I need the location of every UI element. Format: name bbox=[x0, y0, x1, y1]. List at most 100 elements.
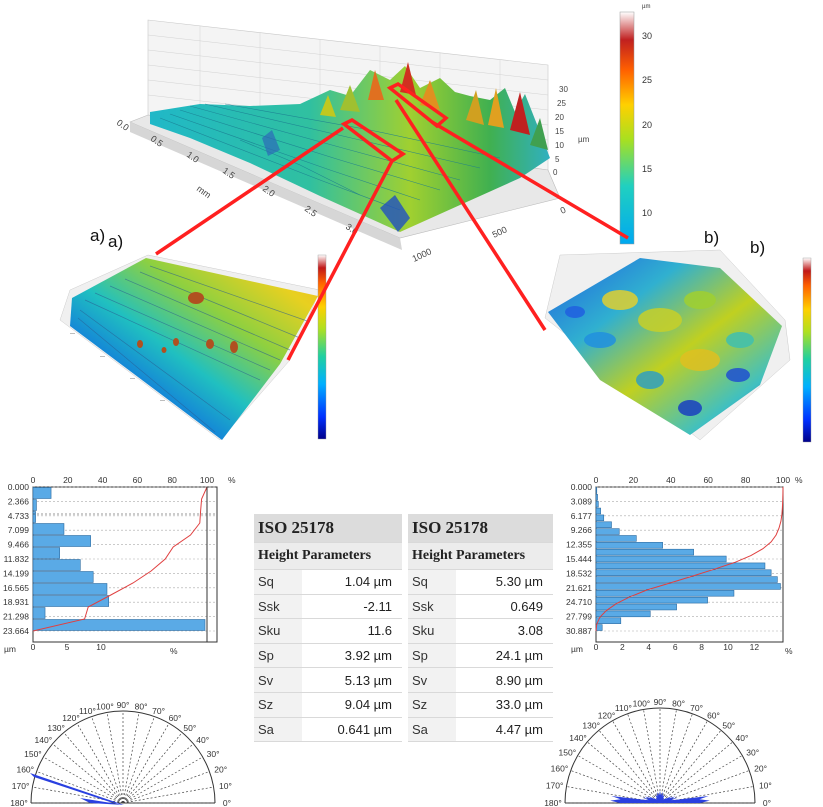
inset-a-axis-ticks: — — — — bbox=[70, 331, 165, 404]
valley-left bbox=[262, 130, 280, 156]
bottom-tick-label: 12 bbox=[750, 642, 760, 652]
left-hist-bottom-unit: % bbox=[170, 646, 178, 656]
histogram-bar bbox=[32, 559, 81, 571]
top-colorbar bbox=[619, 11, 635, 245]
front-edge bbox=[130, 122, 402, 250]
histogram-bar bbox=[595, 535, 637, 542]
rose-angle-label: 130° bbox=[47, 723, 65, 733]
rose-angle-label: 40° bbox=[736, 733, 749, 743]
param-name: Sku bbox=[408, 618, 456, 644]
histogram-bar bbox=[32, 535, 91, 547]
histogram-bar bbox=[595, 610, 651, 618]
y-tick: 500 bbox=[491, 224, 509, 239]
rose-spoke bbox=[76, 723, 124, 804]
rose-outer-arc bbox=[30, 710, 216, 804]
inset-b-colorbar bbox=[802, 257, 812, 443]
rose-angle-label: 10° bbox=[759, 780, 772, 790]
rose-angle-label: 60° bbox=[169, 713, 182, 723]
params-table-b: ISO 25178 Height Parameters Sq 5.30 µm Ss… bbox=[408, 514, 553, 743]
connector-a1 bbox=[155, 126, 344, 256]
y-tick-label: 9.466 bbox=[8, 540, 30, 550]
connector-a2 bbox=[286, 160, 394, 361]
param-value: 4.47 µm bbox=[456, 717, 553, 743]
bottom-tick-label: 10 bbox=[96, 642, 106, 652]
y-tick-label: 14.199 bbox=[3, 568, 29, 578]
rose-angle-label: 70° bbox=[152, 706, 165, 716]
table-row: Sv 8.90 µm bbox=[408, 667, 553, 693]
right-histogram: 0.0003.0896.1779.26612.35515.44418.53221… bbox=[566, 475, 803, 656]
label-b-1: b) bbox=[704, 228, 720, 247]
table-row: Sq 1.04 µm bbox=[254, 569, 402, 595]
param-name: Ssk bbox=[408, 594, 456, 620]
histogram-bar bbox=[32, 583, 108, 595]
left-hist-top-unit: % bbox=[228, 475, 236, 485]
table-a-group: Height Parameters bbox=[254, 542, 402, 570]
histogram-bar bbox=[595, 596, 708, 604]
top-tick-label: 40 bbox=[666, 475, 676, 485]
y-tick: 0 bbox=[559, 205, 568, 216]
table-row: Ssk 0.649 bbox=[408, 594, 553, 620]
rose-angle-label: 20° bbox=[214, 764, 227, 774]
table-row: Sz 33.0 µm bbox=[408, 692, 553, 718]
surface-body bbox=[150, 66, 550, 232]
z-tick: 15 bbox=[555, 127, 564, 136]
param-value: 3.92 µm bbox=[302, 643, 402, 669]
rose-spoke bbox=[122, 712, 140, 804]
z-tick: 0 bbox=[553, 168, 558, 177]
histogram-bar bbox=[595, 555, 727, 563]
histogram-bar bbox=[595, 528, 620, 535]
param-value: 0.641 µm bbox=[302, 717, 402, 743]
rose-angle-label: 60° bbox=[707, 711, 720, 721]
rose-angle-label: 160° bbox=[16, 764, 34, 774]
y-tick-label: 12.355 bbox=[566, 540, 592, 550]
rose-angle-label: 90° bbox=[117, 700, 130, 710]
rose-spoke bbox=[106, 712, 124, 804]
inset-a-grooves bbox=[77, 265, 311, 433]
y-tick-label: 3.089 bbox=[571, 496, 593, 506]
param-name: Sv bbox=[408, 667, 456, 693]
rose-angle-label: 30° bbox=[746, 748, 759, 758]
histogram-bar bbox=[32, 523, 65, 535]
y-tick-label: 23.664 bbox=[3, 626, 29, 636]
y-tick: 1000 bbox=[411, 246, 433, 264]
y-tick-label: 2.366 bbox=[8, 496, 30, 506]
histogram-bar bbox=[32, 571, 94, 583]
table-row: Sp 24.1 µm bbox=[408, 643, 553, 669]
rose-spoke bbox=[36, 771, 124, 804]
histogram-bar bbox=[595, 494, 598, 501]
rose-angle-label: 70° bbox=[690, 703, 703, 713]
y-tick-label: 11.832 bbox=[4, 554, 30, 564]
rose-angle-label: 120° bbox=[598, 711, 616, 721]
y-tick-label: 0.000 bbox=[8, 482, 30, 492]
bottom-tick-label: 0 bbox=[31, 642, 36, 652]
histogram-bar bbox=[595, 617, 622, 624]
table-row: Sa 0.641 µm bbox=[254, 717, 402, 743]
colorbar-tick: 20 bbox=[642, 120, 652, 130]
left-histogram: 0.000 2.366 4.733 7.099 9.466 11.832 14.199 16.… bbox=[3, 475, 236, 656]
top-tick-label: 0 bbox=[594, 475, 599, 485]
bottom-tick-label: 5 bbox=[65, 642, 70, 652]
svg-text:—: — bbox=[160, 398, 165, 404]
y-tick-label: 27.799 bbox=[566, 612, 592, 622]
inset-a-colorbar bbox=[317, 254, 327, 440]
right-hist-top-unit: % bbox=[795, 475, 803, 485]
rose-spoke bbox=[122, 756, 203, 804]
histogram-bar bbox=[32, 487, 52, 499]
y-tick-label: 16.565 bbox=[3, 583, 29, 593]
param-value: 24.1 µm bbox=[456, 643, 553, 669]
label-b-2: b) bbox=[750, 238, 766, 257]
valley-region bbox=[380, 195, 410, 232]
region-a-box bbox=[340, 117, 407, 164]
histogram-bar bbox=[595, 487, 598, 494]
y-tick-label: 9.266 bbox=[571, 525, 593, 535]
rose-angle-label: 180° bbox=[10, 798, 28, 807]
top-tick-label: 60 bbox=[703, 475, 713, 485]
top-tick-label: 80 bbox=[741, 475, 751, 485]
top-colorbar-ticks: 10 15 20 25 30 µm bbox=[642, 4, 652, 218]
rose-angle-label: 170° bbox=[546, 780, 564, 790]
rose-angle-label: 50° bbox=[722, 721, 735, 731]
param-value: 11.6 bbox=[302, 618, 402, 644]
inset-b-surface bbox=[544, 249, 812, 443]
rose-spoke bbox=[122, 743, 194, 804]
